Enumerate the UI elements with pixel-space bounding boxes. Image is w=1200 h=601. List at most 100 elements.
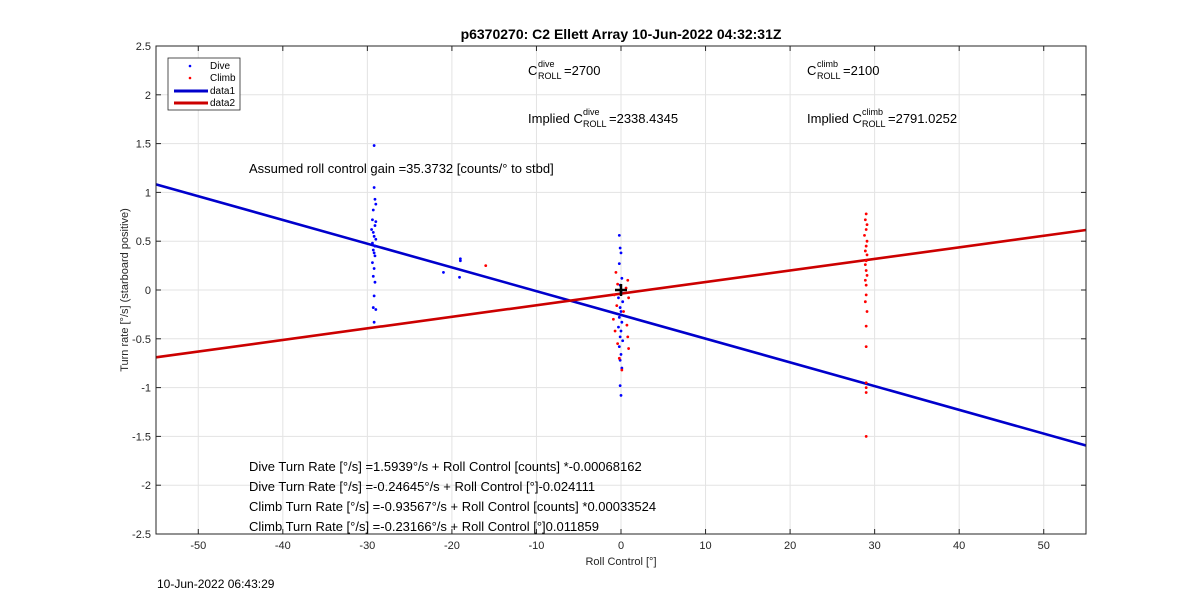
dive-point bbox=[371, 241, 374, 245]
dive-point bbox=[370, 228, 373, 231]
dive-point bbox=[617, 345, 621, 349]
dive-point bbox=[371, 274, 375, 278]
svg-text:=2700: =2700 bbox=[564, 63, 601, 78]
x-tick-label: -10 bbox=[529, 540, 545, 552]
y-tick-label: 2.5 bbox=[136, 41, 151, 53]
y-tick-label: -2 bbox=[141, 480, 151, 492]
dive-point bbox=[458, 257, 462, 261]
climb-point bbox=[864, 212, 868, 216]
climb-point bbox=[611, 317, 615, 321]
climb-point bbox=[626, 335, 630, 339]
y-tick-label: -1.5 bbox=[132, 431, 151, 443]
dive-point bbox=[442, 271, 445, 274]
dive-point bbox=[372, 320, 376, 324]
fit-line-data1 bbox=[155, 183, 1087, 447]
y-tick-label: 1 bbox=[145, 187, 151, 199]
dive-point bbox=[618, 335, 622, 339]
dive-point bbox=[372, 144, 376, 147]
svg-text:C: C bbox=[807, 63, 816, 78]
data-points bbox=[370, 144, 869, 438]
dive-point bbox=[371, 208, 375, 212]
svg-text:dive: dive bbox=[538, 59, 555, 69]
implied-c-roll-climb-annotation: Implied C climb ROLL =2791.0252 bbox=[807, 107, 957, 129]
dive-point bbox=[619, 394, 623, 397]
climb-point bbox=[864, 345, 868, 349]
dive-point bbox=[373, 224, 377, 227]
climb-point bbox=[865, 223, 869, 227]
climb-point bbox=[622, 310, 625, 313]
x-tick-label: 40 bbox=[953, 540, 965, 552]
climb-point bbox=[863, 249, 867, 253]
dive-point bbox=[373, 280, 377, 284]
climb-point bbox=[864, 259, 868, 263]
climb-point bbox=[625, 323, 629, 327]
dive-point bbox=[618, 306, 622, 309]
climb-point bbox=[864, 435, 868, 438]
dive-point bbox=[374, 202, 378, 206]
dive-equation-counts: Dive Turn Rate [°/s] =1.5939°/s + Roll C… bbox=[249, 459, 642, 474]
axis-ticks bbox=[156, 45, 1086, 535]
svg-text:ROLL: ROLL bbox=[538, 71, 562, 81]
climb-point bbox=[627, 296, 631, 300]
dive-point bbox=[619, 329, 623, 333]
climb-point bbox=[863, 278, 867, 282]
center-marker bbox=[615, 284, 627, 296]
climb-point bbox=[864, 269, 868, 272]
svg-text:C: C bbox=[528, 63, 537, 78]
c-roll-dive-annotation: C dive ROLL =2700 bbox=[528, 59, 601, 81]
climb-point bbox=[865, 273, 869, 277]
climb-point bbox=[863, 218, 867, 222]
dive-point bbox=[617, 233, 621, 237]
y-axis-label: Turn rate [°/s] (starboard positive) bbox=[119, 208, 131, 372]
svg-text:ROLL: ROLL bbox=[817, 71, 841, 81]
climb-point bbox=[620, 368, 624, 372]
svg-text:climb: climb bbox=[862, 107, 883, 117]
legend-data2-label: data2 bbox=[210, 98, 235, 109]
svg-text:=2791.0252: =2791.0252 bbox=[888, 111, 957, 126]
climb-point bbox=[616, 342, 620, 346]
x-tick-label: -20 bbox=[444, 540, 460, 552]
climb-point bbox=[864, 391, 868, 394]
climb-point bbox=[614, 271, 618, 274]
climb-point bbox=[864, 283, 868, 287]
svg-text:ROLL: ROLL bbox=[583, 119, 607, 129]
svg-text:=2338.4345: =2338.4345 bbox=[609, 111, 678, 126]
dive-point bbox=[372, 267, 376, 270]
y-tick-label: 0.5 bbox=[136, 236, 151, 248]
climb-point bbox=[863, 263, 867, 267]
dive-point bbox=[372, 234, 376, 238]
svg-text:dive: dive bbox=[583, 107, 600, 117]
climb-point bbox=[864, 381, 868, 385]
legend-data1-label: data1 bbox=[210, 86, 235, 97]
dive-point bbox=[373, 244, 377, 248]
climb-point bbox=[484, 264, 488, 267]
climb-point bbox=[615, 304, 619, 308]
climb-point bbox=[624, 286, 628, 290]
dive-point bbox=[619, 251, 623, 255]
dive-point bbox=[373, 197, 377, 201]
legend-dive-label: Dive bbox=[210, 61, 230, 72]
dive-point bbox=[371, 231, 375, 234]
climb-point bbox=[863, 233, 866, 237]
dive-point bbox=[458, 275, 461, 279]
dive-point bbox=[372, 186, 376, 189]
climb-point bbox=[612, 293, 616, 297]
dive-point bbox=[619, 353, 623, 356]
climb-point bbox=[864, 324, 868, 328]
timestamp: 10-Jun-2022 06:43:29 bbox=[157, 577, 275, 591]
climb-point bbox=[613, 329, 617, 333]
dive-point bbox=[374, 308, 378, 311]
x-tick-label: -40 bbox=[275, 540, 291, 552]
dive-point bbox=[621, 339, 625, 343]
svg-text:ROLL: ROLL bbox=[862, 119, 886, 129]
y-tick-label: 1.5 bbox=[136, 139, 151, 151]
x-tick-label: 0 bbox=[618, 540, 624, 552]
legend: Dive Climb data1 data2 bbox=[167, 57, 241, 111]
dive-point bbox=[617, 262, 621, 266]
climb-point bbox=[627, 347, 631, 350]
climb-point bbox=[865, 239, 869, 243]
x-tick-label: -50 bbox=[190, 540, 206, 552]
climb-point bbox=[617, 356, 621, 360]
svg-text:Implied C: Implied C bbox=[807, 111, 862, 126]
